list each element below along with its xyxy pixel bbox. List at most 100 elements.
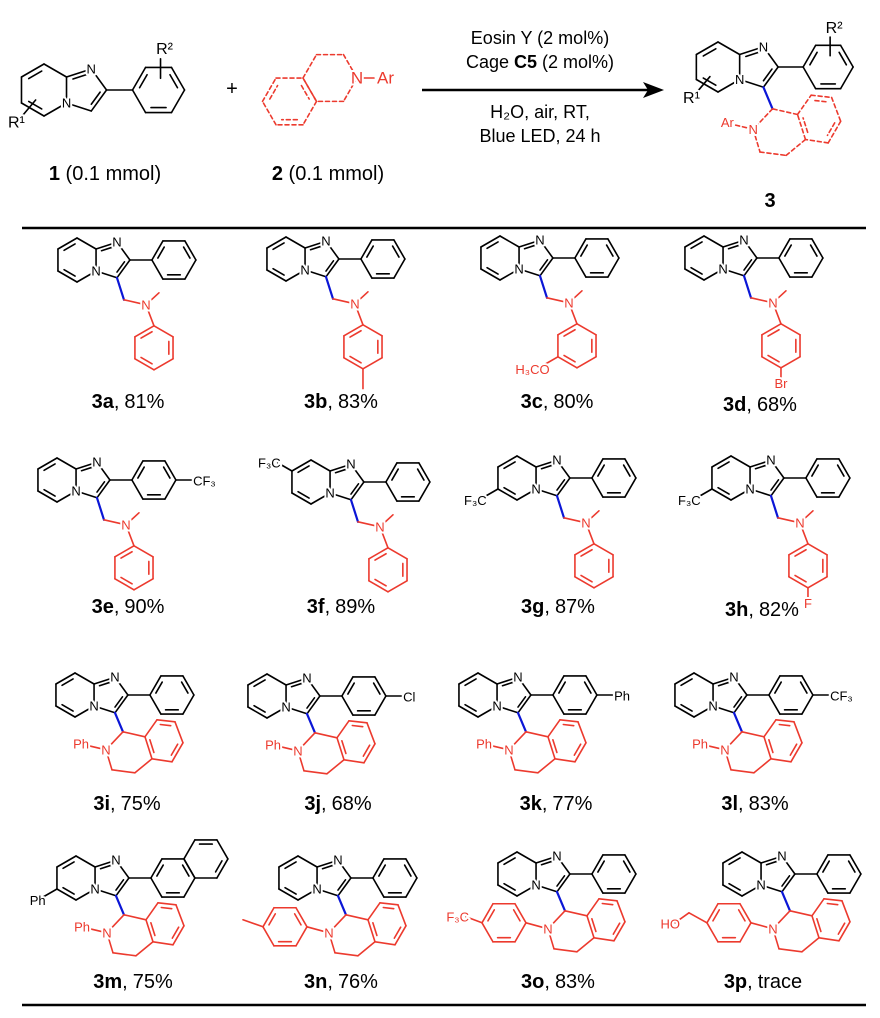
ring-bond (133, 577, 154, 591)
bond (336, 719, 350, 739)
bond (329, 492, 352, 501)
double-bond (837, 922, 846, 935)
bond (547, 909, 566, 930)
ring-bond (807, 575, 828, 589)
bond (796, 113, 807, 141)
compound-id: 3a (92, 391, 115, 413)
ring-bond (372, 877, 385, 898)
ring-bond (153, 357, 174, 371)
double-bond (115, 879, 125, 891)
ring-bond (37, 457, 58, 470)
new-c-c-bond (336, 894, 348, 916)
ring-bond (74, 705, 95, 718)
double-bond (61, 678, 74, 687)
bond (326, 758, 345, 775)
double-bond (403, 864, 412, 877)
bond (525, 730, 549, 738)
ring-bond (266, 269, 287, 282)
double-bond (680, 678, 693, 687)
double-bond (378, 864, 387, 877)
ring-bond (585, 694, 598, 715)
ring-bond (393, 239, 406, 260)
bond (325, 240, 340, 260)
ring-bond (43, 102, 68, 117)
bond (171, 741, 184, 763)
bond (90, 68, 108, 91)
double-bond (517, 696, 527, 708)
double-bond (794, 574, 807, 583)
bond (482, 488, 499, 499)
ring-bond (674, 705, 695, 718)
ring-bond (480, 235, 501, 248)
bridgehead-n-label: N (300, 263, 309, 278)
double-bond (253, 679, 266, 688)
double-bond (140, 356, 153, 365)
ring-bond (516, 455, 537, 468)
ring-bond (341, 695, 354, 716)
ring-bond (839, 66, 854, 90)
double-bond (717, 461, 730, 470)
bond (804, 138, 829, 144)
ring-bond (591, 873, 604, 894)
double-bond (349, 329, 362, 338)
compound-id: 3m (93, 971, 122, 993)
amine-substituent: H₃CO (515, 362, 549, 377)
imidazole-n-label: N (759, 39, 768, 54)
bond (586, 897, 600, 917)
ring-bond (164, 479, 177, 500)
double-bond (847, 860, 856, 873)
double-bond (826, 902, 839, 906)
compound-yield: 80% (553, 391, 593, 413)
bond (111, 768, 136, 774)
double-bond (393, 926, 402, 939)
bond (75, 490, 98, 499)
bridgehead-n-label: N (514, 262, 523, 277)
ring-bond (739, 902, 752, 924)
reaction-arrow-head (643, 82, 664, 98)
double-bond (836, 464, 845, 477)
imidazole-n-label: N (535, 233, 544, 248)
bond (801, 936, 820, 953)
bridgehead-n-label: N (708, 699, 717, 714)
double-bond (96, 481, 106, 493)
new-c-c-bond (555, 494, 566, 519)
ring-bond (788, 575, 809, 589)
compound-yield: 68% (757, 394, 797, 416)
ring-bond (278, 888, 299, 901)
double-bond (391, 245, 400, 258)
double-bond (284, 886, 297, 895)
new-c-c-bond (762, 86, 774, 110)
ring-bond (151, 240, 164, 261)
ring-bond (552, 694, 565, 715)
bond (174, 720, 184, 744)
compound-label: 3i, 75% (93, 793, 160, 815)
imidazole-n-label: N (87, 61, 96, 76)
double-bond (605, 244, 614, 257)
double-bond (768, 738, 774, 754)
para-methyl-bond (242, 918, 264, 928)
ring-bond (75, 888, 96, 901)
bond (724, 730, 743, 751)
bond (838, 920, 851, 942)
ring-bond (153, 324, 174, 338)
ring-bond (131, 89, 147, 114)
bond (116, 241, 131, 261)
bond (379, 901, 399, 906)
double-bond (309, 245, 324, 251)
ring-bond (624, 477, 637, 498)
double-bond (391, 468, 400, 481)
bond (145, 901, 159, 921)
imidazole-n-label: N (739, 233, 748, 248)
ring-bond (170, 89, 186, 114)
double-bond (366, 245, 375, 258)
double-bond (269, 84, 279, 100)
bond (770, 477, 785, 497)
bond (712, 705, 735, 714)
bond (135, 940, 154, 957)
bond (741, 730, 765, 738)
reactant-2-number: 2 (272, 163, 283, 185)
ring-bond (182, 675, 195, 696)
compound-yield: trace (758, 971, 802, 993)
ring-bond (385, 481, 398, 502)
new-c-c-bond (349, 498, 360, 523)
